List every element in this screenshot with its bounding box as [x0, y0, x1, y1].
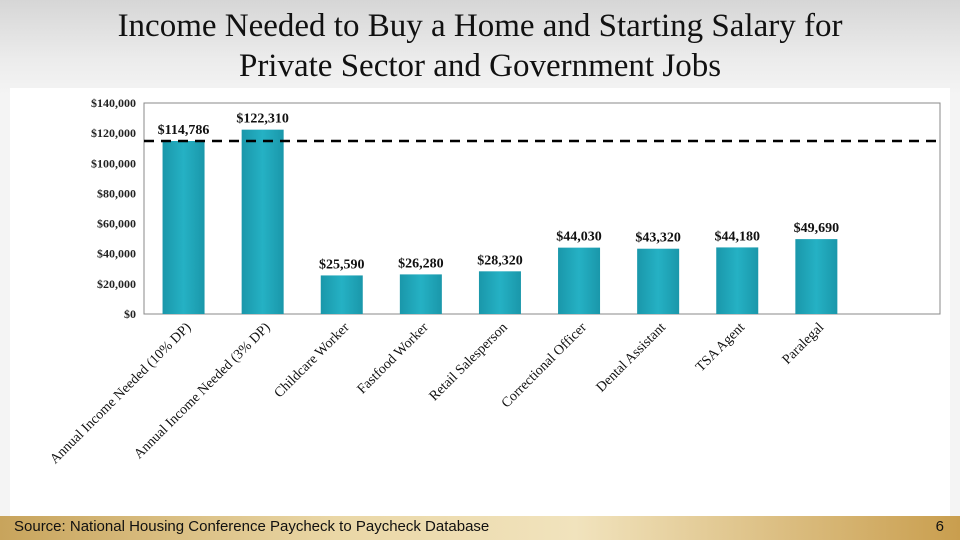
bar-chart: $0 $20,000 $40,000 $60,000 $80,000 $100,000 $1…: [47, 96, 941, 467]
data-label: $25,590: [319, 257, 365, 272]
data-label: $44,180: [715, 229, 761, 244]
x-tick-label: Childcare Worker: [272, 320, 353, 401]
y-tick-label: $100,000: [91, 156, 136, 170]
bar: [478, 271, 521, 314]
page-number: 6: [935, 518, 944, 535]
title-line-2: Private Sector and Government Jobs: [238, 48, 722, 84]
data-label: $28,320: [477, 253, 523, 268]
y-tick-label: $140,000: [91, 96, 136, 110]
bar: [399, 274, 442, 314]
y-tick-label: $40,000: [97, 247, 136, 261]
data-label: $44,030: [556, 230, 602, 245]
y-tick-label: $80,000: [97, 186, 136, 200]
data-label: $114,786: [158, 123, 210, 138]
x-tick-label: Paralegal: [780, 320, 828, 368]
y-tick-label: $120,000: [91, 126, 136, 140]
x-tick-label: Dental Assistant: [594, 320, 669, 395]
data-label: $122,310: [236, 112, 289, 127]
x-tick-label: Annual Income Needed (10% DP): [47, 320, 194, 467]
plot-frame: [143, 102, 941, 315]
y-tick-label: $60,000: [97, 217, 136, 231]
footer-bar: Source: National Housing Conference Payc…: [0, 516, 960, 540]
x-tick-label: Fastfood Worker: [355, 320, 432, 397]
bar: [241, 129, 284, 314]
x-tick-label: TSA Agent: [693, 320, 748, 375]
bar: [637, 248, 680, 314]
data-label: $26,280: [398, 256, 444, 271]
chart-panel: $0 $20,000 $40,000 $60,000 $80,000 $100,000 $1…: [10, 88, 950, 516]
bar: [558, 247, 601, 314]
bar: [795, 239, 838, 314]
data-label: $49,690: [794, 221, 840, 236]
bar: [716, 247, 759, 314]
source-text: Source: National Housing Conference Payc…: [14, 518, 490, 535]
x-tick-label: Correctional Officer: [499, 320, 590, 411]
x-tick-label: Annual Income Needed (3% DP): [131, 320, 273, 462]
bar: [162, 141, 205, 314]
y-tick-label: $20,000: [97, 277, 136, 291]
chart-title: Income Needed to Buy a Home and Starting…: [0, 6, 960, 86]
data-label: $43,320: [635, 231, 681, 246]
x-tick-label: Retail Salesperson: [427, 320, 511, 404]
y-tick-label: $0: [124, 307, 136, 321]
title-line-1: Income Needed to Buy a Home and Starting…: [117, 8, 843, 44]
bar: [320, 275, 363, 314]
